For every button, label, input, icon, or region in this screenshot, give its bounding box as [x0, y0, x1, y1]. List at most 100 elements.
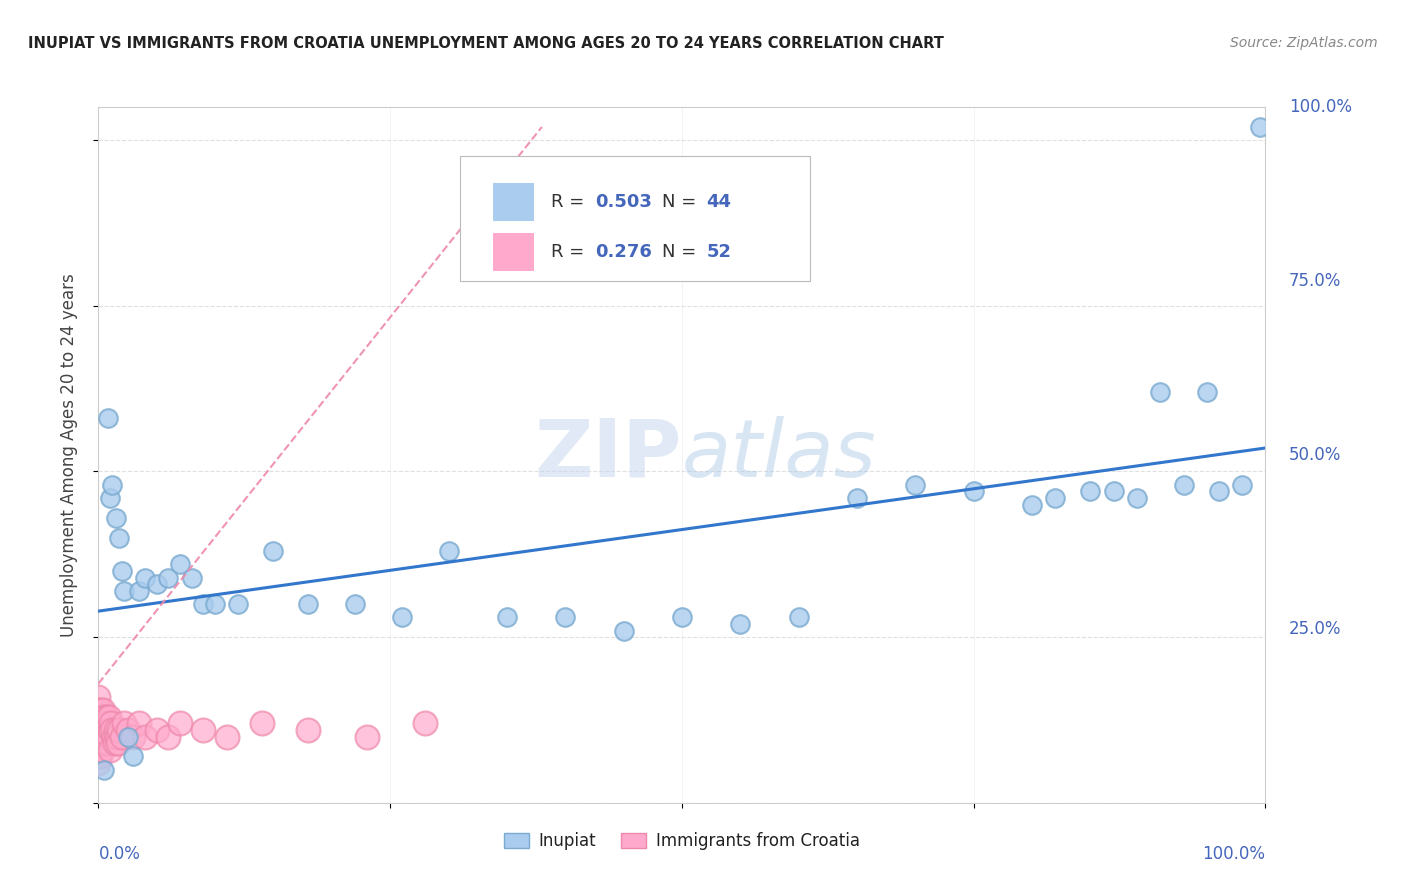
Point — [1149, 384, 1171, 399]
Text: N =: N = — [662, 193, 702, 211]
Point — [904, 477, 927, 491]
FancyBboxPatch shape — [460, 156, 810, 281]
Point — [93, 709, 115, 723]
Point — [111, 730, 134, 744]
Point — [122, 749, 145, 764]
Point — [1102, 484, 1125, 499]
Point — [962, 484, 984, 499]
Point — [87, 743, 110, 757]
Point — [93, 763, 115, 777]
Point — [157, 570, 180, 584]
Point — [98, 491, 121, 505]
Point — [1230, 477, 1253, 491]
Point — [90, 703, 112, 717]
Point — [193, 597, 215, 611]
Point — [91, 730, 114, 744]
Point — [94, 716, 117, 731]
Point — [87, 690, 110, 704]
Point — [98, 743, 121, 757]
Point — [1045, 491, 1067, 505]
Text: 0.0%: 0.0% — [98, 845, 141, 863]
Text: 44: 44 — [706, 193, 731, 211]
Point — [1173, 477, 1195, 491]
Point — [117, 723, 139, 737]
Text: 100.0%: 100.0% — [1289, 98, 1351, 116]
Legend: Inupiat, Immigrants from Croatia: Inupiat, Immigrants from Croatia — [496, 826, 868, 857]
Text: Source: ZipAtlas.com: Source: ZipAtlas.com — [1230, 36, 1378, 50]
Text: 52: 52 — [706, 243, 731, 260]
Bar — [494, 183, 534, 221]
Point — [107, 736, 129, 750]
Point — [98, 723, 121, 737]
Point — [97, 736, 120, 750]
Point — [89, 723, 111, 737]
Text: 100.0%: 100.0% — [1202, 845, 1265, 863]
Point — [846, 491, 869, 505]
Point — [104, 723, 127, 737]
Point — [496, 610, 519, 624]
Point — [730, 616, 752, 631]
Point — [87, 756, 110, 770]
Point — [262, 544, 284, 558]
Point — [146, 723, 169, 737]
Point — [554, 610, 576, 624]
Point — [215, 730, 238, 744]
Point — [112, 716, 135, 731]
Point — [90, 709, 112, 723]
Point — [228, 597, 250, 611]
Point — [97, 716, 120, 731]
Point — [344, 597, 367, 611]
Point — [413, 716, 436, 731]
Point — [90, 723, 112, 737]
Point — [101, 477, 124, 491]
Text: 25.0%: 25.0% — [1289, 620, 1341, 638]
Point — [1126, 491, 1149, 505]
Point — [169, 716, 191, 731]
Point — [134, 730, 156, 744]
Point — [1249, 120, 1271, 134]
Point — [87, 703, 110, 717]
Point — [157, 730, 180, 744]
Point — [101, 723, 124, 737]
Point — [122, 730, 145, 744]
Point — [1080, 484, 1102, 499]
Text: ZIP: ZIP — [534, 416, 682, 494]
Point — [108, 531, 131, 545]
Point — [193, 723, 215, 737]
Point — [89, 749, 111, 764]
Point — [90, 743, 112, 757]
Point — [134, 570, 156, 584]
Text: N =: N = — [662, 243, 702, 260]
Point — [97, 411, 120, 425]
Point — [1208, 484, 1230, 499]
Text: R =: R = — [551, 243, 591, 260]
Point — [146, 577, 169, 591]
Y-axis label: Unemployment Among Ages 20 to 24 years: Unemployment Among Ages 20 to 24 years — [59, 273, 77, 637]
Point — [89, 709, 111, 723]
Text: 50.0%: 50.0% — [1289, 446, 1341, 464]
Point — [613, 624, 636, 638]
Point — [96, 709, 118, 723]
Point — [94, 736, 117, 750]
Point — [89, 736, 111, 750]
Point — [104, 736, 127, 750]
Point — [204, 597, 226, 611]
Point — [90, 743, 112, 757]
Text: R =: R = — [551, 193, 591, 211]
Point — [356, 730, 378, 744]
Point — [108, 723, 131, 737]
Point — [97, 730, 120, 744]
Point — [104, 511, 127, 525]
Point — [111, 564, 134, 578]
Point — [1195, 384, 1218, 399]
Point — [787, 610, 810, 624]
Point — [117, 730, 139, 744]
Text: atlas: atlas — [682, 416, 877, 494]
Point — [112, 583, 135, 598]
Point — [671, 610, 693, 624]
Point — [169, 558, 191, 572]
Point — [437, 544, 460, 558]
Text: 75.0%: 75.0% — [1289, 272, 1341, 290]
Point — [297, 723, 319, 737]
Text: 0.503: 0.503 — [596, 193, 652, 211]
